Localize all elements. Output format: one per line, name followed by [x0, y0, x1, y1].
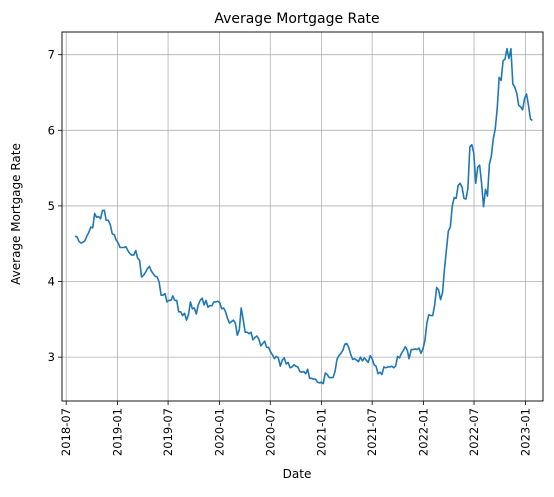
x-tick-label: 2021-07 — [365, 408, 379, 456]
x-tick-label: 2019-07 — [161, 408, 175, 456]
x-tick-label: 2022-07 — [467, 408, 481, 456]
x-tick-label: 2019-01 — [111, 408, 125, 456]
x-tick-label: 2020-01 — [212, 408, 226, 456]
x-tick-label: 2018-07 — [59, 408, 73, 456]
x-tick-label: 2020-07 — [263, 408, 277, 456]
y-tick-label: 7 — [48, 48, 55, 62]
x-tick-label: 2022-01 — [417, 408, 431, 456]
y-tick-label: 3 — [48, 350, 55, 364]
x-axis-label: Date — [283, 467, 312, 481]
y-axis-label: Average Mortgage Rate — [9, 143, 23, 285]
chart-title: Average Mortgage Rate — [214, 11, 379, 27]
y-tick-label: 5 — [48, 199, 55, 213]
x-tick-label: 2023-01 — [518, 408, 532, 456]
y-tick-label: 6 — [48, 123, 55, 137]
x-tick-label: 2021-01 — [315, 408, 329, 456]
y-tick-label: 4 — [48, 275, 55, 289]
